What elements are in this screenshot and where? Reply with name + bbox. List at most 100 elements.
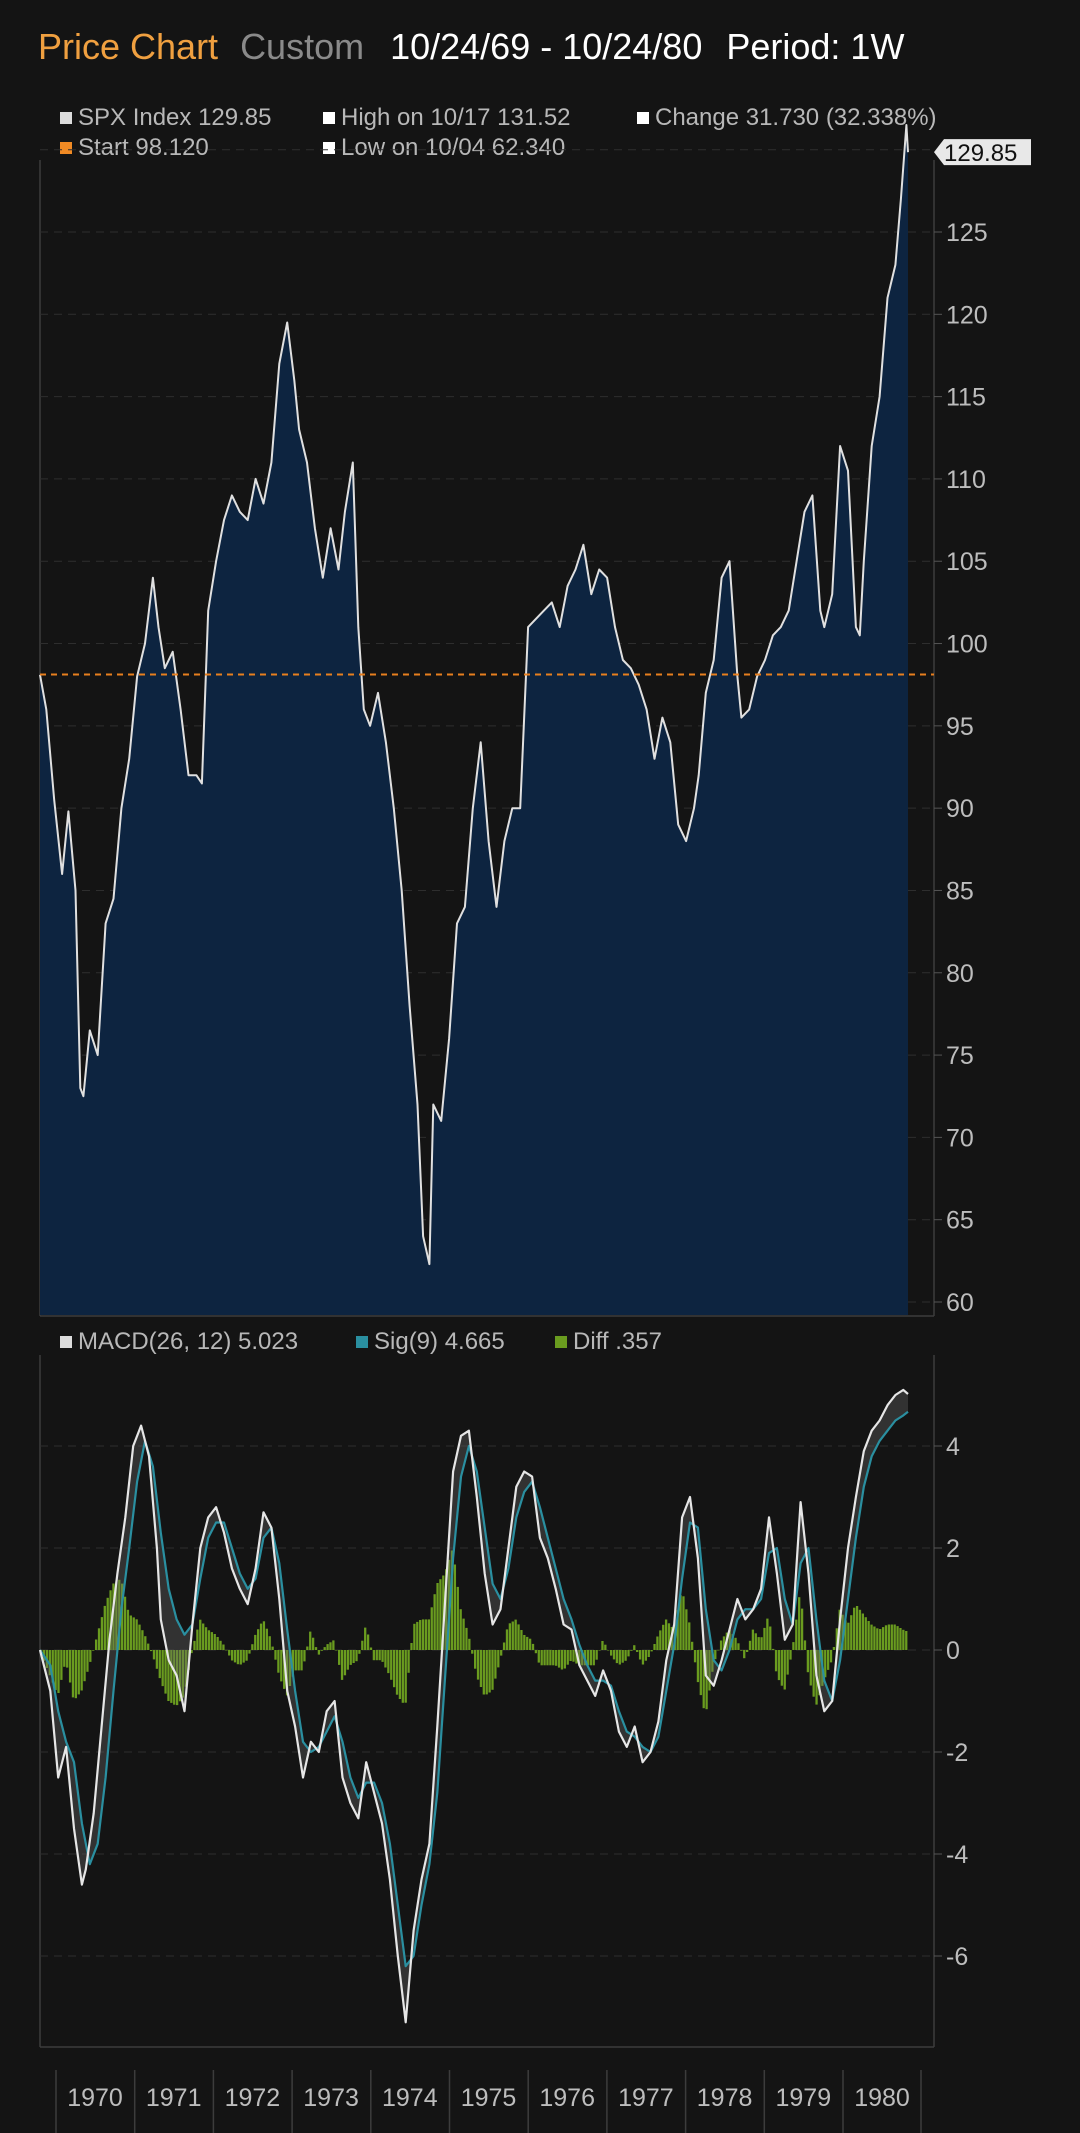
price-y-tick-label: 125 bbox=[946, 219, 988, 247]
legend-macd: MACD(26, 12) 5.023 bbox=[60, 1328, 298, 1356]
diff-bar bbox=[248, 1650, 251, 1654]
diff-bar bbox=[737, 1643, 740, 1650]
diff-bar bbox=[378, 1650, 381, 1661]
diff-bar bbox=[352, 1650, 355, 1663]
diff-bar bbox=[511, 1621, 514, 1650]
diff-bar bbox=[190, 1650, 193, 1654]
macd-line[interactable] bbox=[38, 1388, 909, 2024]
diff-bar bbox=[855, 1606, 859, 1650]
macd-y-tick-label: 2 bbox=[946, 1535, 960, 1563]
diff-bar bbox=[419, 1620, 422, 1650]
diff-bar bbox=[789, 1650, 792, 1660]
diff-bar bbox=[618, 1650, 621, 1665]
diff-bar bbox=[688, 1622, 691, 1650]
diff-bar bbox=[329, 1642, 332, 1650]
diff-bar bbox=[526, 1636, 529, 1650]
diff-bar bbox=[650, 1650, 653, 1652]
diff-bar bbox=[795, 1619, 798, 1650]
diff-bar bbox=[155, 1650, 159, 1669]
diff-bar bbox=[300, 1650, 303, 1671]
diff-bar bbox=[271, 1646, 274, 1650]
diff-bar bbox=[566, 1650, 569, 1665]
diff-bar bbox=[693, 1650, 697, 1663]
diff-bar bbox=[369, 1647, 373, 1650]
diff-bar bbox=[786, 1650, 789, 1675]
diff-bar bbox=[644, 1650, 647, 1661]
diff-bar bbox=[881, 1627, 885, 1650]
diff-bar bbox=[71, 1650, 75, 1698]
signal-line[interactable] bbox=[39, 1410, 909, 1968]
diff-bar bbox=[870, 1624, 873, 1650]
price-y-tick-label: 65 bbox=[946, 1207, 974, 1235]
legend-signal: Sig(9) 4.665 bbox=[356, 1328, 505, 1356]
diff-bar bbox=[89, 1650, 92, 1662]
legend-swatch bbox=[60, 142, 72, 154]
diff-bar bbox=[265, 1628, 268, 1650]
diff-bar bbox=[609, 1650, 613, 1656]
legend-start: Start 98.120 bbox=[60, 134, 209, 162]
diff-bar bbox=[502, 1642, 506, 1650]
x-tick-label: 1977 bbox=[618, 2084, 674, 2112]
mode-label[interactable]: Custom bbox=[240, 26, 365, 67]
diff-bar bbox=[421, 1619, 425, 1650]
diff-bar bbox=[259, 1623, 263, 1650]
diff-bar bbox=[164, 1650, 167, 1694]
legend-swatch bbox=[356, 1336, 368, 1348]
diff-bar bbox=[705, 1650, 708, 1710]
diff-bar bbox=[453, 1564, 457, 1650]
diff-bar bbox=[474, 1650, 477, 1669]
macd-y-tick-label: -6 bbox=[946, 1943, 968, 1971]
macd-y-tick-label: 0 bbox=[946, 1637, 960, 1665]
legend-diff: Diff .357 bbox=[555, 1328, 662, 1356]
price-y-tick-label: 110 bbox=[946, 466, 986, 494]
diff-bar bbox=[436, 1583, 439, 1650]
diff-bar bbox=[662, 1624, 665, 1650]
diff-bar bbox=[624, 1650, 627, 1661]
diff-bar bbox=[390, 1650, 393, 1680]
diff-bar bbox=[358, 1650, 361, 1654]
x-tick-label: 1980 bbox=[854, 2084, 910, 2112]
legend-high: High on 10/17 131.52 bbox=[323, 104, 571, 132]
diff-bar bbox=[899, 1628, 902, 1650]
diff-bar bbox=[439, 1579, 442, 1650]
diff-bar bbox=[283, 1650, 286, 1689]
diff-bar bbox=[873, 1626, 876, 1650]
diff-bar bbox=[346, 1650, 349, 1670]
period-selector[interactable]: Period: 1W bbox=[726, 26, 905, 67]
diff-bar bbox=[485, 1650, 488, 1695]
diff-bar bbox=[416, 1621, 419, 1650]
date-range[interactable]: 10/24/69 - 10/24/80 bbox=[390, 26, 703, 67]
diff-bar bbox=[132, 1617, 135, 1650]
diff-bar bbox=[456, 1586, 459, 1650]
diff-bar bbox=[696, 1650, 700, 1683]
diff-bar bbox=[413, 1623, 416, 1650]
diff-bar bbox=[569, 1650, 572, 1661]
diff-bar bbox=[853, 1607, 856, 1650]
diff-bar bbox=[757, 1637, 760, 1650]
price-y-tick-label: 95 bbox=[946, 713, 974, 741]
diff-bar bbox=[555, 1650, 558, 1666]
page-title[interactable]: Price Chart bbox=[38, 26, 219, 67]
diff-bar bbox=[398, 1650, 402, 1699]
diff-bar bbox=[74, 1650, 78, 1699]
price-line[interactable] bbox=[39, 124, 909, 1266]
legend-index-label: SPX Index 129.85 bbox=[78, 104, 272, 131]
diff-bar bbox=[714, 1650, 717, 1660]
diff-bar bbox=[225, 1649, 228, 1651]
diff-bar bbox=[740, 1650, 743, 1651]
diff-bar bbox=[228, 1650, 231, 1656]
diff-bar bbox=[100, 1617, 104, 1650]
diff-bar bbox=[349, 1650, 352, 1665]
diff-bar bbox=[242, 1650, 245, 1663]
diff-bar bbox=[517, 1624, 520, 1650]
diff-bar bbox=[592, 1650, 595, 1666]
chart-header: Price Chart Custom 10/24/69 - 10/24/80 P… bbox=[38, 22, 904, 72]
legend-change: Change 31.730 (32.338%) bbox=[637, 104, 937, 132]
diff-bar bbox=[850, 1615, 853, 1650]
diff-bar bbox=[392, 1650, 396, 1688]
diff-bar bbox=[468, 1638, 471, 1650]
diff-bar bbox=[534, 1650, 538, 1654]
diff-bar bbox=[615, 1650, 619, 1664]
diff-bar bbox=[523, 1635, 526, 1650]
